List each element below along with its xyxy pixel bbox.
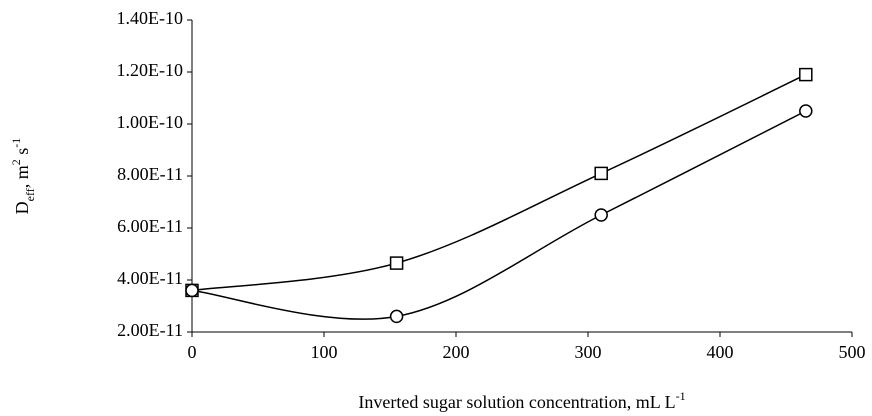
axis-label-part: D bbox=[12, 201, 32, 214]
x-tick-label: 400 bbox=[707, 342, 734, 362]
x-tick-label: 0 bbox=[188, 342, 197, 362]
square-marker bbox=[594, 166, 608, 181]
y-axis-label: Deff, m2 s-1 bbox=[9, 138, 37, 215]
square-marker bbox=[799, 67, 813, 82]
axis-label-part: -1 bbox=[676, 389, 686, 403]
axis-label-part: s bbox=[12, 148, 32, 160]
axis-label-part: -1 bbox=[9, 138, 23, 148]
y-tick-label: 1.20E-10 bbox=[117, 60, 184, 80]
circle-marker bbox=[185, 283, 199, 298]
x-tick-label: 200 bbox=[443, 342, 470, 362]
axis-label-part: 2 bbox=[9, 159, 23, 165]
axis-label-part: , m bbox=[12, 165, 32, 188]
x-tick-label: 100 bbox=[311, 342, 338, 362]
axis-label-part: Inverted sugar solution concentration, m… bbox=[358, 392, 675, 412]
y-tick-label: 8.00E-11 bbox=[117, 164, 183, 184]
square-marker bbox=[389, 256, 404, 270]
circle-marker bbox=[594, 208, 608, 222]
y-tick-label: 4.00E-11 bbox=[117, 268, 183, 288]
circle-marker bbox=[799, 104, 813, 118]
series-line bbox=[191, 73, 807, 292]
circle-marker bbox=[389, 309, 404, 324]
y-tick-label: 2.00E-11 bbox=[117, 320, 183, 340]
axis-label-part: eff bbox=[23, 188, 37, 201]
x-axis-label: Inverted sugar solution concentration, m… bbox=[358, 389, 685, 412]
x-tick-label: 500 bbox=[839, 342, 866, 362]
y-tick-label: 1.40E-10 bbox=[117, 8, 184, 28]
y-tick-label: 6.00E-11 bbox=[117, 216, 183, 236]
y-tick-label: 1.00E-10 bbox=[117, 112, 184, 132]
x-tick-label: 300 bbox=[575, 342, 602, 362]
series-line bbox=[191, 110, 807, 320]
